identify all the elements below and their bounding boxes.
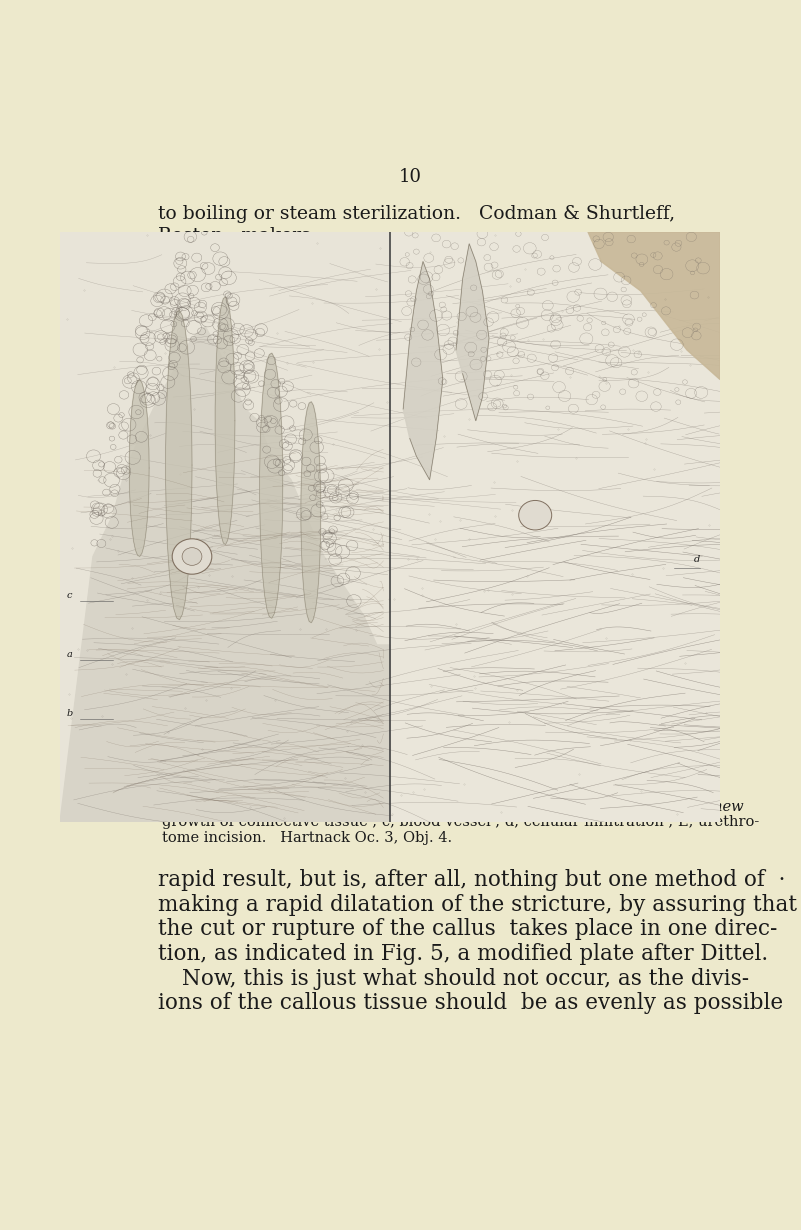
Text: genious modern urethrotomes, I would simply say  that: genious modern urethrotomes, I would sim…: [159, 268, 682, 285]
Text: In relation to internal urethrotomy with any of the in-: In relation to internal urethrotomy with…: [182, 247, 688, 264]
Polygon shape: [260, 353, 283, 619]
Text: Fig. 5.—Cross Section through a Urethral Callous.   a, Epithelial layer ; b, new: Fig. 5.—Cross Section through a Urethral…: [162, 800, 744, 814]
Polygon shape: [301, 402, 320, 622]
Text: a: a: [66, 649, 72, 659]
Text: tome incision.   Hartnack Oc. 3, Obj. 4.: tome incision. Hartnack Oc. 3, Obj. 4.: [162, 830, 453, 845]
Text: Boston,  makers.: Boston, makers.: [159, 226, 317, 244]
Bar: [60, 232, 390, 822]
Polygon shape: [166, 310, 192, 620]
Text: rapid result, but is, after all, nothing but one method of  ·: rapid result, but is, after all, nothing…: [159, 870, 786, 891]
Text: this operation has the one apparent advantage of a more: this operation has the one apparent adva…: [159, 289, 697, 306]
Circle shape: [172, 539, 211, 574]
Circle shape: [519, 501, 552, 530]
Polygon shape: [129, 380, 149, 556]
Text: b: b: [66, 708, 73, 718]
Text: 10: 10: [399, 167, 422, 186]
Text: c: c: [66, 590, 72, 600]
Text: growth of connective tissue ; c, blood-vessel ; d, cellular infiltration ; E, ur: growth of connective tissue ; c, blood-v…: [162, 815, 759, 829]
Text: to boiling or steam sterilization.   Codman & Shurtleff,: to boiling or steam sterilization. Codma…: [159, 205, 675, 224]
Text: d: d: [694, 556, 700, 565]
Text: E: E: [376, 303, 387, 317]
Bar: [390, 232, 720, 822]
Bar: [147, 326, 658, 781]
Text: Now, this is just what should not occur, as the divis-: Now, this is just what should not occur,…: [182, 968, 749, 990]
Text: the cut or rupture of the callus  takes place in one direc-: the cut or rupture of the callus takes p…: [159, 919, 778, 941]
Polygon shape: [60, 326, 390, 822]
Circle shape: [182, 547, 202, 566]
Polygon shape: [215, 298, 235, 545]
Polygon shape: [456, 244, 489, 421]
Polygon shape: [403, 262, 443, 480]
Polygon shape: [588, 232, 720, 380]
Text: making a rapid dilatation of the stricture, by assuring that: making a rapid dilatation of the strictu…: [159, 894, 797, 915]
Text: ions of the callous tissue should  be as evenly as possible: ions of the callous tissue should be as …: [159, 993, 783, 1015]
Text: tion, as indicated in Fig. 5, a modified plate after Dittel.: tion, as indicated in Fig. 5, a modified…: [159, 943, 768, 966]
